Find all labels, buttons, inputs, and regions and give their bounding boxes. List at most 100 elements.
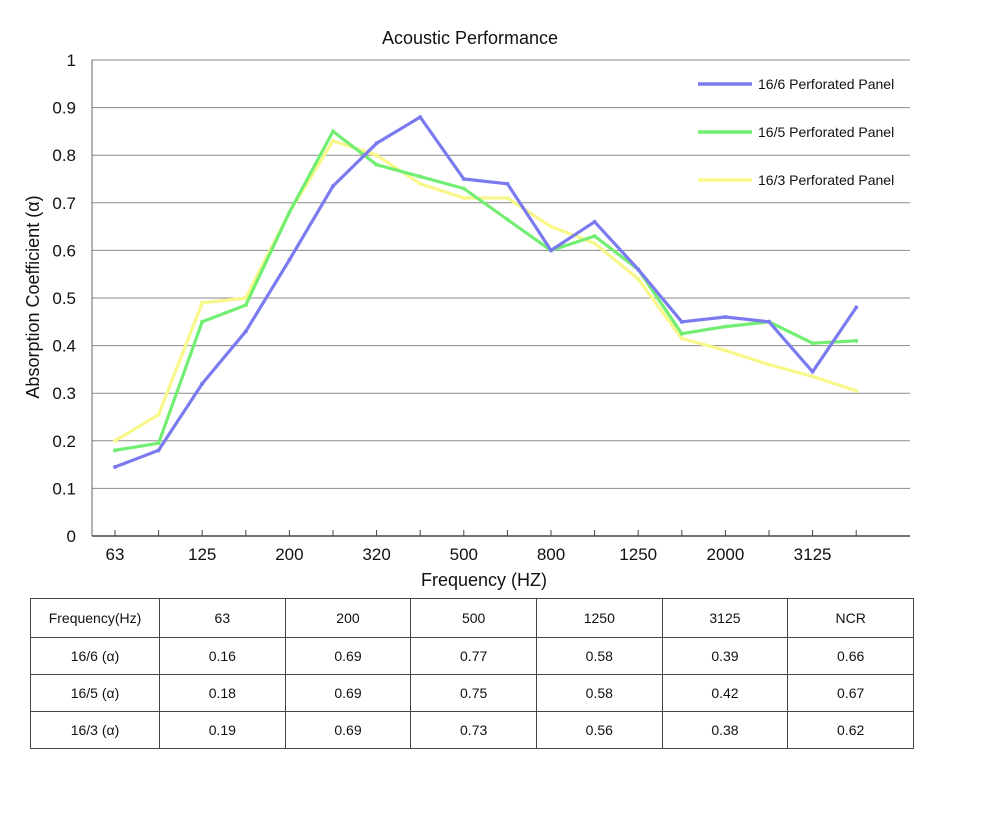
- data-point: [810, 374, 815, 379]
- series-line: [113, 115, 858, 469]
- data-point: [854, 305, 859, 310]
- y-tick-labels: 0 0.1 0.2 0.3 0.4 0.5 0.6 0.7 0.8 0.9 1: [52, 51, 76, 546]
- table-row: 16/3 (α) 0.19 0.69 0.73 0.56 0.38 0.62: [30, 711, 914, 749]
- table-cell: 0.69: [284, 711, 412, 749]
- table-cell: 0.73: [410, 711, 537, 749]
- data-point: [767, 319, 771, 324]
- table-cell: 0.56: [535, 711, 663, 749]
- data-point: [592, 234, 597, 239]
- x-tick-label: 63: [106, 545, 125, 564]
- table-cell: 0.77: [410, 637, 537, 675]
- table-cell: 0.58: [535, 674, 663, 712]
- legend-label: 16/6 Perforated Panel: [758, 76, 894, 92]
- table-cell: 0.62: [787, 711, 914, 749]
- table-cell: 16/5 (α): [30, 674, 160, 712]
- table-cell: 0.69: [284, 637, 412, 675]
- grid-layer: [91, 59, 910, 537]
- table-row: 16/6 (α) 0.16 0.69 0.77 0.58 0.39 0.66: [30, 637, 914, 675]
- data-point: [505, 181, 510, 186]
- y-tick-label: 1: [67, 51, 76, 70]
- x-tick-label: 500: [450, 545, 478, 564]
- table-cell: 0.39: [661, 637, 789, 675]
- data-point: [418, 174, 423, 179]
- data-point: [767, 362, 771, 367]
- y-tick-label: 0.2: [52, 432, 76, 451]
- data-point: [243, 329, 248, 334]
- series-line: [113, 129, 858, 452]
- data-point: [243, 296, 248, 300]
- x-tick-label: 2000: [706, 545, 744, 564]
- table-cell: 16/3 (α): [30, 711, 160, 749]
- data-point: [113, 464, 117, 469]
- data-point: [461, 177, 466, 181]
- data-point: [549, 224, 553, 229]
- x-tick-label: 800: [537, 545, 565, 564]
- table-cell: 0.16: [159, 637, 286, 675]
- table-cell: 0.69: [284, 674, 412, 712]
- data-point: [592, 241, 597, 246]
- table-header-cell: Frequency(Hz): [30, 598, 160, 638]
- data-point: [374, 162, 379, 167]
- x-axis-label: Frequency (HZ): [421, 570, 547, 590]
- table-header-cell: 63: [159, 598, 286, 638]
- data-point: [810, 369, 815, 374]
- table-body: Frequency(Hz) 63 200 500 1250 3125 NCR 16/6 (α)…: [30, 598, 914, 749]
- table-cell: 0.58: [535, 637, 663, 675]
- data-point: [723, 315, 728, 320]
- chart-title: Acoustic Performance: [382, 28, 558, 48]
- data-point: [113, 448, 117, 453]
- x-tick-label: 3125: [794, 545, 832, 564]
- data-point: [418, 115, 423, 120]
- x-tick-label: 1250: [619, 545, 657, 564]
- data-point: [200, 300, 205, 305]
- data-point: [156, 441, 161, 446]
- data-point: [374, 141, 379, 146]
- y-tick-label: 0.4: [52, 337, 76, 356]
- data-point: [113, 438, 117, 443]
- y-tick-label: 0.1: [52, 479, 76, 498]
- data-point: [679, 336, 684, 341]
- y-tick-label: 0: [67, 527, 76, 546]
- data-point: [549, 248, 553, 253]
- data-point: [287, 257, 292, 262]
- acoustic-chart: Acoustic Performance 0 0.1 0.2 0.3 0.4 0.5 0.6…: [23, 28, 910, 590]
- data-point: [723, 348, 728, 353]
- data-point: [679, 331, 684, 336]
- data-point: [243, 303, 248, 308]
- table-cell: 0.19: [159, 711, 286, 749]
- series-layer: [113, 115, 859, 469]
- table-row: 16/5 (α) 0.18 0.69 0.75 0.58 0.42 0.67: [30, 674, 914, 712]
- table-header-cell: 3125: [661, 598, 789, 638]
- table-cell: 0.66: [787, 637, 914, 675]
- data-point: [636, 276, 641, 281]
- table-header-cell: NCR: [787, 598, 914, 638]
- data-point: [287, 210, 292, 215]
- x-tick-label: 320: [362, 545, 390, 564]
- data-point: [331, 138, 335, 143]
- data-point: [200, 381, 205, 386]
- table-cell: 0.18: [159, 674, 286, 712]
- table-cell: 0.42: [661, 674, 789, 712]
- table-header-row: Frequency(Hz) 63 200 500 1250 3125 NCR: [30, 598, 914, 638]
- y-tick-label: 0.5: [52, 289, 76, 308]
- y-tick-label: 0.8: [52, 146, 76, 165]
- data-point: [461, 186, 466, 191]
- legend-label: 16/3 Perforated Panel: [758, 172, 894, 188]
- absorption-table: Frequency(Hz) 63 200 500 1250 3125 NCR 16/6 (α)…: [30, 598, 914, 749]
- legend: 16/6 Perforated Panel 16/5 Perforated Pan…: [698, 76, 894, 188]
- data-point: [679, 319, 684, 324]
- data-point: [854, 388, 859, 393]
- data-point: [156, 412, 161, 417]
- data-point: [854, 338, 859, 343]
- table-header-cell: 200: [284, 598, 412, 638]
- data-point: [156, 448, 161, 453]
- x-tick-label: 125: [188, 545, 216, 564]
- legend-label: 16/5 Perforated Panel: [758, 124, 894, 140]
- data-point: [331, 184, 335, 189]
- x-tick-label: 200: [275, 545, 303, 564]
- data-point: [636, 267, 641, 272]
- table-cell: 0.38: [661, 711, 789, 749]
- data-point: [374, 153, 379, 158]
- data-point: [505, 196, 510, 201]
- data-point: [723, 324, 728, 329]
